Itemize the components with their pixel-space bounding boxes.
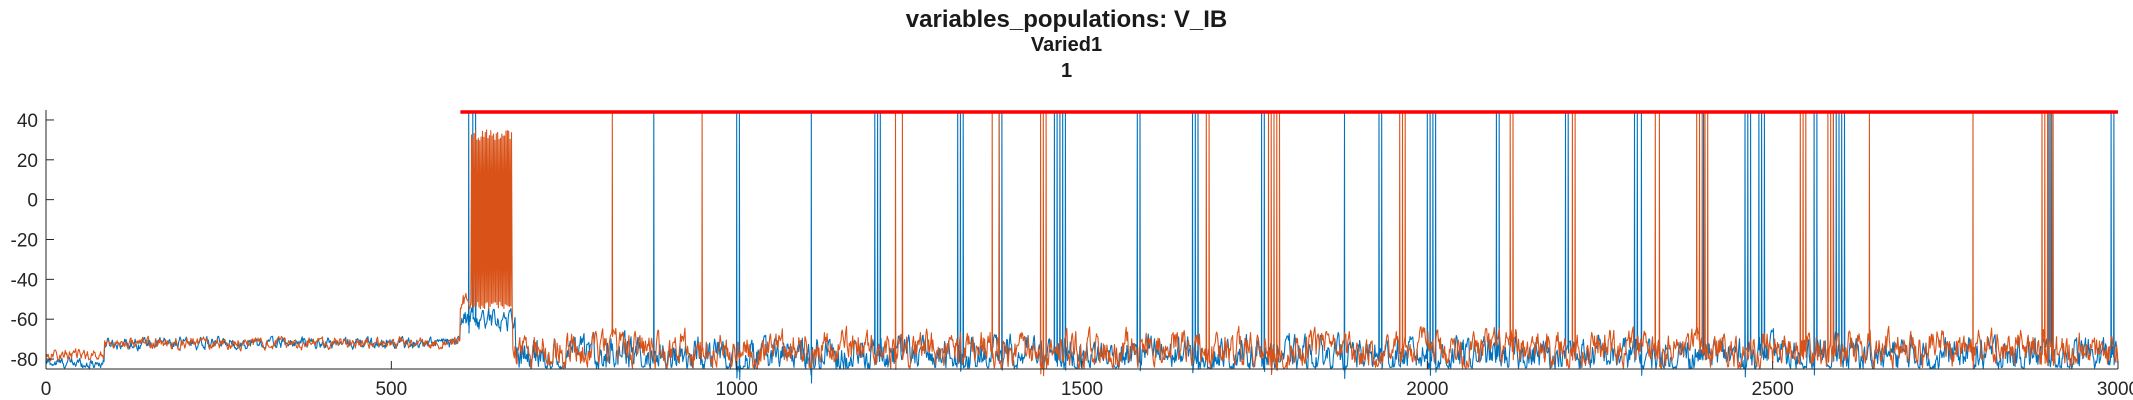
series-layer <box>45 110 2119 384</box>
y-tick-label-40: 40 <box>17 111 38 132</box>
ticks-layer: 0 500 1000 1500 2000 2500 3000 40 20 0 -20 -40 -60 -8… <box>11 111 2133 400</box>
y-tick-label-0: 0 <box>27 191 38 212</box>
chart-subtitle-1: Varied1 <box>1030 34 1103 56</box>
axes-layer <box>45 110 2118 370</box>
y-tick-label--40: -40 <box>11 270 38 291</box>
x-tick-label-1000: 1000 <box>716 379 758 400</box>
series-line-2 <box>45 110 2119 377</box>
x-tick-label-2500: 2500 <box>1752 379 1794 400</box>
chart-subtitle-2: 1 <box>1060 60 1073 82</box>
x-tick-label-1500: 1500 <box>1061 379 1103 400</box>
x-tick-label-0: 0 <box>41 379 52 400</box>
x-tick-label-500: 500 <box>375 379 407 400</box>
y-tick-label--80: -80 <box>11 350 38 371</box>
chart-title: variables_populations: V_IB <box>905 6 1228 33</box>
x-tick-label-2000: 2000 <box>1406 379 1448 400</box>
y-tick-label--60: -60 <box>11 310 38 331</box>
x-tick-label-3000: 3000 <box>2097 379 2133 400</box>
y-tick-label-20: 20 <box>17 151 38 172</box>
y-tick-label--20: -20 <box>11 231 38 252</box>
